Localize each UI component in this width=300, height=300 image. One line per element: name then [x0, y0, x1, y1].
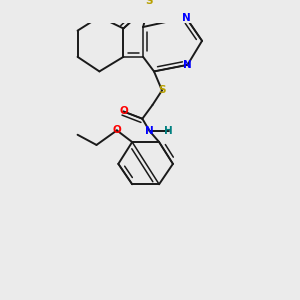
Text: S: S [145, 0, 153, 7]
Text: S: S [158, 85, 166, 95]
Text: N: N [145, 126, 154, 136]
Text: O: O [119, 106, 128, 116]
Text: O: O [112, 125, 121, 135]
Text: N: N [183, 60, 192, 70]
Text: H: H [164, 126, 173, 136]
Text: N: N [182, 13, 190, 22]
